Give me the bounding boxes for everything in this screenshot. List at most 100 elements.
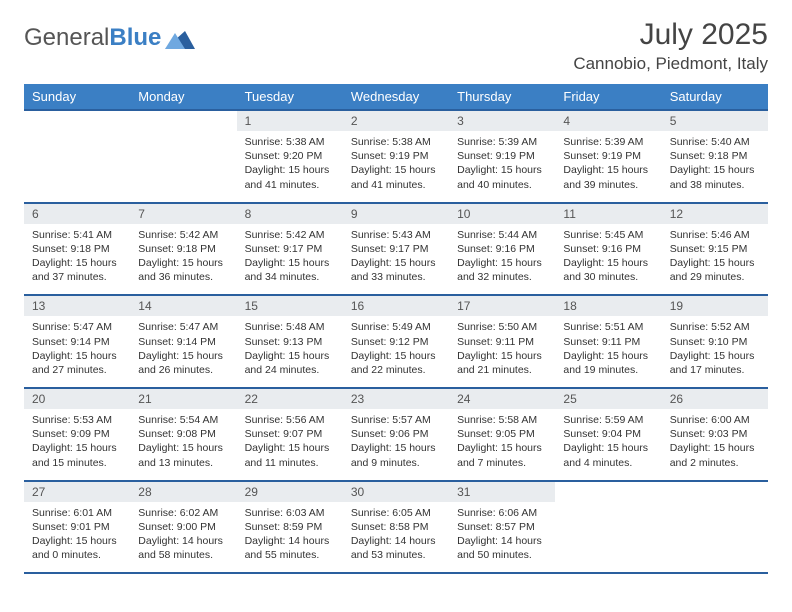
sunrise-line: Sunrise: 5:49 AM: [351, 320, 441, 334]
day-body: Sunrise: 5:46 AMSunset: 9:15 PMDaylight:…: [662, 224, 768, 295]
sunrise-line: Sunrise: 6:05 AM: [351, 506, 441, 520]
daylight-line: Daylight: 14 hours and 55 minutes.: [245, 534, 335, 562]
sunrise-line: Sunrise: 6:00 AM: [670, 413, 760, 427]
calendar-day-cell: 12Sunrise: 5:46 AMSunset: 9:15 PMDayligh…: [662, 203, 768, 296]
daylight-line: Daylight: 14 hours and 50 minutes.: [457, 534, 547, 562]
sunset-line: Sunset: 9:07 PM: [245, 427, 335, 441]
day-number: 20: [24, 389, 130, 409]
day-number: 18: [555, 296, 661, 316]
calendar-day-cell: 27Sunrise: 6:01 AMSunset: 9:01 PMDayligh…: [24, 481, 130, 574]
daylight-line: Daylight: 15 hours and 26 minutes.: [138, 349, 228, 377]
sunset-line: Sunset: 9:17 PM: [245, 242, 335, 256]
logo: GeneralBlue: [24, 18, 195, 52]
sunrise-line: Sunrise: 5:51 AM: [563, 320, 653, 334]
day-body: Sunrise: 5:49 AMSunset: 9:12 PMDaylight:…: [343, 316, 449, 387]
day-number: 10: [449, 204, 555, 224]
sunrise-line: Sunrise: 5:48 AM: [245, 320, 335, 334]
day-body: Sunrise: 5:47 AMSunset: 9:14 PMDaylight:…: [24, 316, 130, 387]
calendar-day-cell: 29Sunrise: 6:03 AMSunset: 8:59 PMDayligh…: [237, 481, 343, 574]
sunrise-line: Sunrise: 5:50 AM: [457, 320, 547, 334]
weekday-header: Thursday: [449, 84, 555, 110]
sunset-line: Sunset: 9:00 PM: [138, 520, 228, 534]
calendar-day-cell: 16Sunrise: 5:49 AMSunset: 9:12 PMDayligh…: [343, 295, 449, 388]
sunset-line: Sunset: 9:03 PM: [670, 427, 760, 441]
day-number: 3: [449, 111, 555, 131]
sunrise-line: Sunrise: 5:45 AM: [563, 228, 653, 242]
sunset-line: Sunset: 9:05 PM: [457, 427, 547, 441]
calendar-day-cell: [662, 481, 768, 574]
calendar-day-cell: [130, 110, 236, 203]
sunset-line: Sunset: 9:20 PM: [245, 149, 335, 163]
weekday-header: Monday: [130, 84, 236, 110]
daylight-line: Daylight: 15 hours and 39 minutes.: [563, 163, 653, 191]
day-body: Sunrise: 5:52 AMSunset: 9:10 PMDaylight:…: [662, 316, 768, 387]
daylight-line: Daylight: 15 hours and 34 minutes.: [245, 256, 335, 284]
sunrise-line: Sunrise: 6:02 AM: [138, 506, 228, 520]
daylight-line: Daylight: 15 hours and 15 minutes.: [32, 441, 122, 469]
day-body: Sunrise: 5:53 AMSunset: 9:09 PMDaylight:…: [24, 409, 130, 480]
calendar-week-row: 1Sunrise: 5:38 AMSunset: 9:20 PMDaylight…: [24, 110, 768, 203]
calendar-day-cell: 22Sunrise: 5:56 AMSunset: 9:07 PMDayligh…: [237, 388, 343, 481]
day-number: 9: [343, 204, 449, 224]
daylight-line: Daylight: 15 hours and 2 minutes.: [670, 441, 760, 469]
day-body: Sunrise: 5:47 AMSunset: 9:14 PMDaylight:…: [130, 316, 236, 387]
sunset-line: Sunset: 9:11 PM: [563, 335, 653, 349]
sunset-line: Sunset: 9:18 PM: [670, 149, 760, 163]
daylight-line: Daylight: 15 hours and 21 minutes.: [457, 349, 547, 377]
calendar-day-cell: 20Sunrise: 5:53 AMSunset: 9:09 PMDayligh…: [24, 388, 130, 481]
daylight-line: Daylight: 15 hours and 32 minutes.: [457, 256, 547, 284]
day-body: Sunrise: 5:43 AMSunset: 9:17 PMDaylight:…: [343, 224, 449, 295]
day-number: 30: [343, 482, 449, 502]
daylight-line: Daylight: 15 hours and 9 minutes.: [351, 441, 441, 469]
day-body: Sunrise: 6:00 AMSunset: 9:03 PMDaylight:…: [662, 409, 768, 480]
sunset-line: Sunset: 9:15 PM: [670, 242, 760, 256]
calendar-day-cell: 25Sunrise: 5:59 AMSunset: 9:04 PMDayligh…: [555, 388, 661, 481]
sunrise-line: Sunrise: 5:42 AM: [245, 228, 335, 242]
day-number: 8: [237, 204, 343, 224]
daylight-line: Daylight: 15 hours and 7 minutes.: [457, 441, 547, 469]
daylight-line: Daylight: 15 hours and 0 minutes.: [32, 534, 122, 562]
day-body: Sunrise: 5:48 AMSunset: 9:13 PMDaylight:…: [237, 316, 343, 387]
daylight-line: Daylight: 15 hours and 41 minutes.: [351, 163, 441, 191]
day-body: Sunrise: 6:03 AMSunset: 8:59 PMDaylight:…: [237, 502, 343, 573]
weekday-header: Wednesday: [343, 84, 449, 110]
day-body: Sunrise: 5:58 AMSunset: 9:05 PMDaylight:…: [449, 409, 555, 480]
logo-word1: General: [24, 24, 109, 51]
sunset-line: Sunset: 9:19 PM: [351, 149, 441, 163]
sunrise-line: Sunrise: 5:43 AM: [351, 228, 441, 242]
sunset-line: Sunset: 9:11 PM: [457, 335, 547, 349]
logo-text: GeneralBlue: [24, 24, 161, 52]
daylight-line: Daylight: 14 hours and 58 minutes.: [138, 534, 228, 562]
calendar-day-cell: 9Sunrise: 5:43 AMSunset: 9:17 PMDaylight…: [343, 203, 449, 296]
calendar-day-cell: 13Sunrise: 5:47 AMSunset: 9:14 PMDayligh…: [24, 295, 130, 388]
day-body: Sunrise: 5:38 AMSunset: 9:19 PMDaylight:…: [343, 131, 449, 202]
calendar-day-cell: 6Sunrise: 5:41 AMSunset: 9:18 PMDaylight…: [24, 203, 130, 296]
sunrise-line: Sunrise: 5:39 AM: [457, 135, 547, 149]
day-body: Sunrise: 5:42 AMSunset: 9:18 PMDaylight:…: [130, 224, 236, 295]
day-number: 17: [449, 296, 555, 316]
daylight-line: Daylight: 15 hours and 27 minutes.: [32, 349, 122, 377]
day-number: 5: [662, 111, 768, 131]
calendar-day-cell: 31Sunrise: 6:06 AMSunset: 8:57 PMDayligh…: [449, 481, 555, 574]
calendar-week-row: 27Sunrise: 6:01 AMSunset: 9:01 PMDayligh…: [24, 481, 768, 574]
calendar-day-cell: [24, 110, 130, 203]
calendar-day-cell: 19Sunrise: 5:52 AMSunset: 9:10 PMDayligh…: [662, 295, 768, 388]
sunrise-line: Sunrise: 5:59 AM: [563, 413, 653, 427]
sunrise-line: Sunrise: 5:53 AM: [32, 413, 122, 427]
day-body: Sunrise: 5:38 AMSunset: 9:20 PMDaylight:…: [237, 131, 343, 202]
day-body: Sunrise: 5:50 AMSunset: 9:11 PMDaylight:…: [449, 316, 555, 387]
daylight-line: Daylight: 15 hours and 24 minutes.: [245, 349, 335, 377]
daylight-line: Daylight: 15 hours and 11 minutes.: [245, 441, 335, 469]
sunrise-line: Sunrise: 6:01 AM: [32, 506, 122, 520]
daylight-line: Daylight: 15 hours and 19 minutes.: [563, 349, 653, 377]
daylight-line: Daylight: 15 hours and 37 minutes.: [32, 256, 122, 284]
sunset-line: Sunset: 9:06 PM: [351, 427, 441, 441]
day-number: 1: [237, 111, 343, 131]
day-number: 23: [343, 389, 449, 409]
calendar-day-cell: 10Sunrise: 5:44 AMSunset: 9:16 PMDayligh…: [449, 203, 555, 296]
calendar-week-row: 20Sunrise: 5:53 AMSunset: 9:09 PMDayligh…: [24, 388, 768, 481]
sunset-line: Sunset: 9:14 PM: [32, 335, 122, 349]
weekday-header: Tuesday: [237, 84, 343, 110]
sunset-line: Sunset: 8:59 PM: [245, 520, 335, 534]
sunset-line: Sunset: 9:18 PM: [138, 242, 228, 256]
